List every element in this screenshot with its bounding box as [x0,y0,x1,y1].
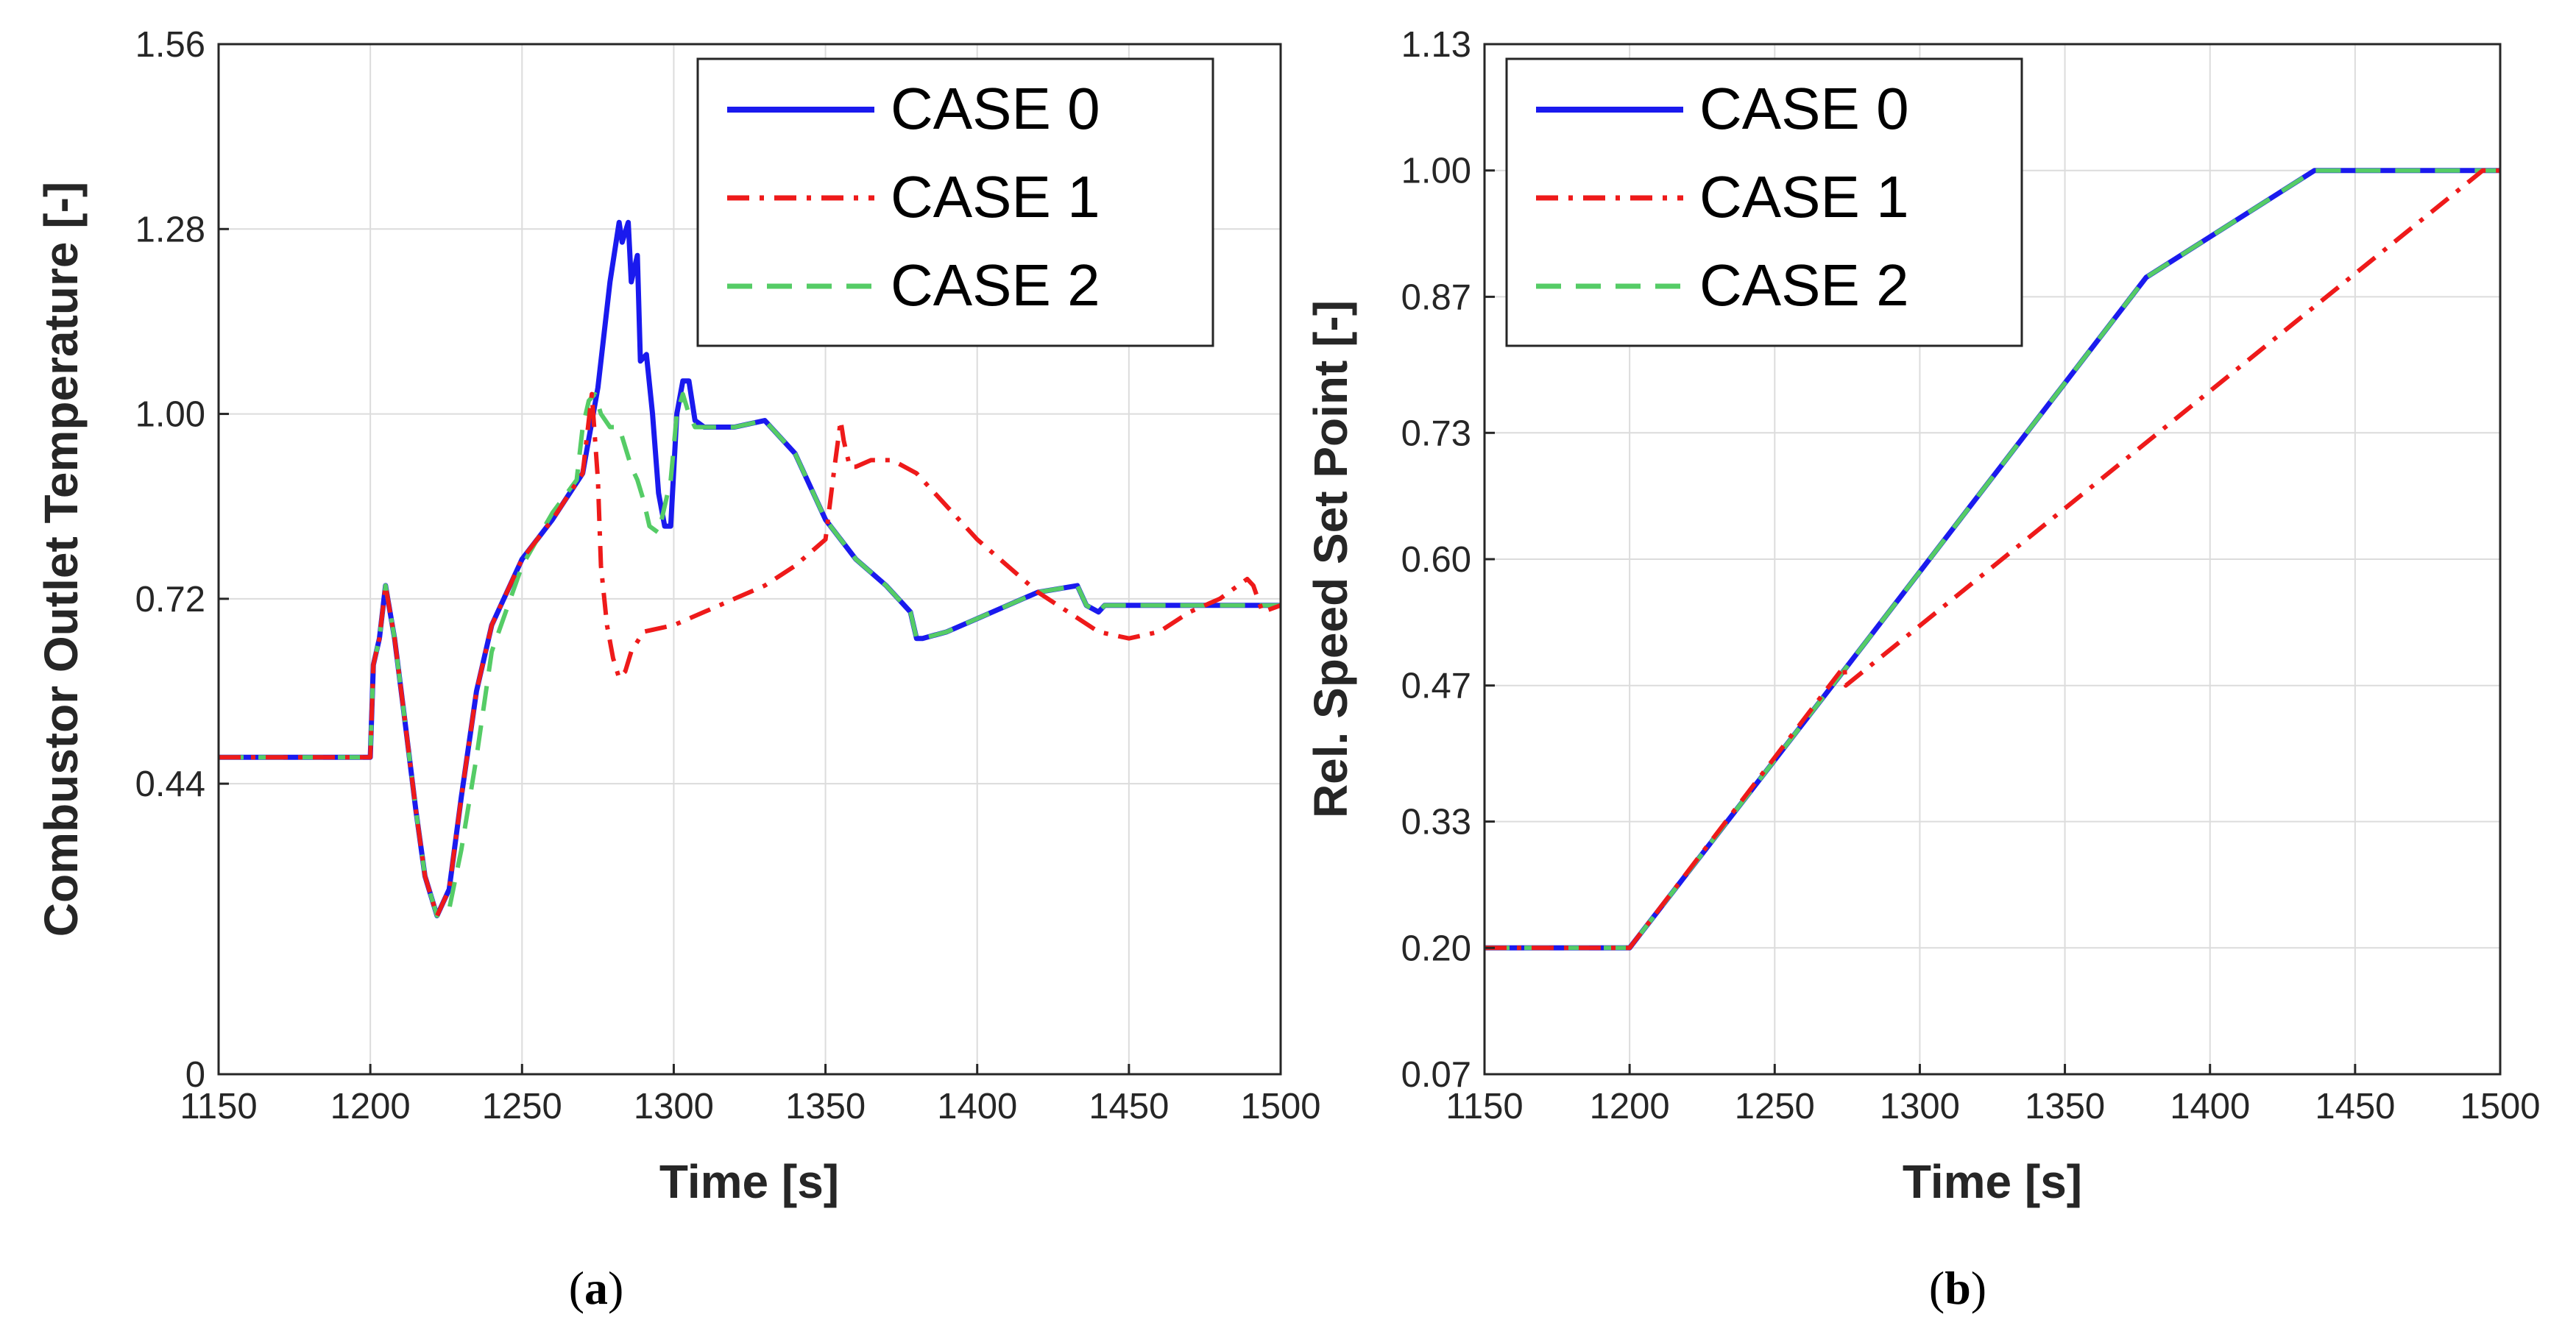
series-line-case-2 [219,391,1281,918]
x-tick-label: 1250 [1735,1087,1815,1126]
x-tick-label: 1200 [1590,1087,1670,1126]
chart-b-series [1485,168,2500,951]
chart-a-plot-frame [217,43,1282,1076]
x-tick-label: 1350 [2025,1087,2105,1126]
y-tick-label: 0 [185,1055,205,1095]
x-tick-label: 1150 [180,1087,257,1126]
legend-label: CASE 1 [1699,164,1909,230]
chart-a-ticks: 1150 1200 1250 1300 1350 1400 1450 1500 0 0.44 0.7… [135,25,1321,1126]
chart-b-panel-label: (b) [1929,1262,1986,1314]
legend-label: CASE 0 [1699,76,1909,141]
legend-label: CASE 0 [891,76,1100,141]
y-tick-label: 0.20 [1401,929,1471,968]
x-tick-label: 1450 [2315,1087,2395,1126]
y-tick-label: 0.72 [135,580,205,620]
x-tick-label: 1150 [1446,1087,1523,1126]
chart-b-ticks: 1150 1200 1250 1300 1350 1400 1450 1500 0.07 0.20… [1401,25,2541,1126]
x-tick-label: 1250 [482,1087,562,1126]
chart-a-legend: CASE 0 CASE 1 CASE 2 [696,57,1214,347]
chart-a-xlabel: Time [s] [659,1155,839,1208]
x-tick-label: 1200 [330,1087,411,1126]
y-tick-label: 1.56 [135,25,205,65]
x-tick-label: 1450 [1089,1087,1169,1126]
y-tick-label: 0.33 [1401,803,1471,842]
y-tick-label: 1.13 [1401,25,1471,65]
chart-a-ylabel: Combustor Outlet Temperature [-] [35,182,88,937]
chart-a: 1150 1200 1250 1300 1350 1400 1450 1500 0 0.44 0.7… [35,25,1321,1314]
chart-b-ylabel: Rel. Speed Set Point [-] [1304,300,1357,818]
x-tick-label: 1500 [2460,1087,2540,1126]
legend-label: CASE 1 [891,164,1100,230]
chart-b: 1150 1200 1250 1300 1350 1400 1450 1500 0.07 0.20… [1304,25,2541,1314]
y-tick-label: 0.44 [135,764,205,804]
x-tick-label: 1300 [634,1087,714,1126]
x-tick-label: 1400 [2170,1087,2250,1126]
legend-label: CASE 2 [891,252,1100,318]
y-tick-label: 0.87 [1401,277,1471,317]
y-tick-label: 1.28 [135,210,205,249]
series-line-case-2 [1485,168,2500,951]
y-tick-label: 0.07 [1401,1055,1471,1095]
x-tick-label: 1350 [785,1087,866,1126]
legend-label: CASE 2 [1699,252,1909,318]
y-tick-label: 1.00 [1401,152,1471,191]
chart-a-panel-letter: a [584,1262,608,1314]
y-tick-label: 1.00 [135,395,205,435]
chart-a-panel-label: (a) [569,1262,624,1314]
x-tick-label: 1300 [1880,1087,1960,1126]
chart-b-panel-letter: b [1945,1262,1971,1314]
x-tick-label: 1500 [1240,1087,1320,1126]
y-tick-label: 0.73 [1401,414,1471,453]
chart-b-xlabel: Time [s] [1903,1155,2082,1208]
y-tick-label: 0.60 [1401,540,1471,580]
chart-a-series [219,219,1282,919]
chart-b-legend: CASE 0 CASE 1 CASE 2 [1505,57,2023,347]
y-tick-label: 0.47 [1401,667,1471,706]
x-tick-label: 1400 [937,1087,1017,1126]
